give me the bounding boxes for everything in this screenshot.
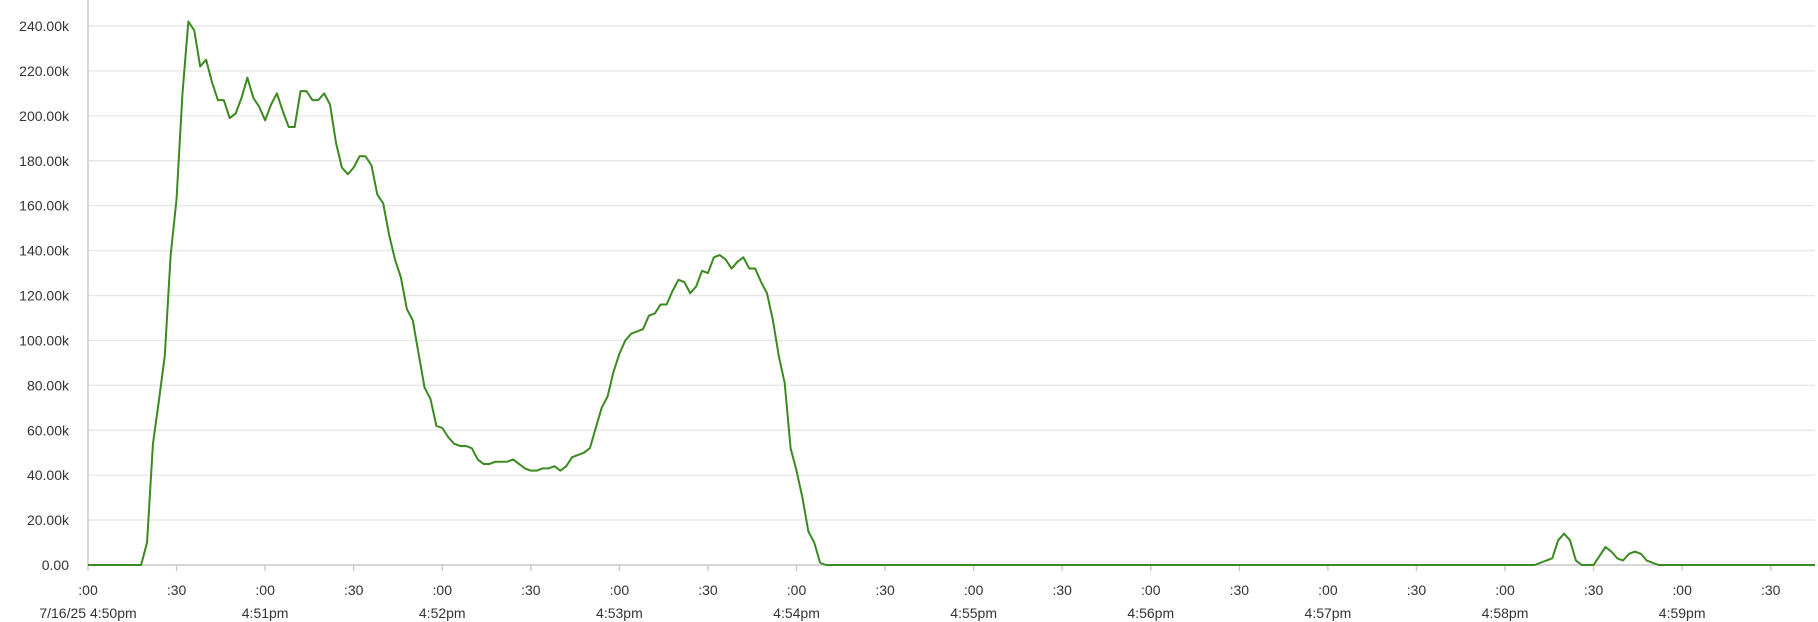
y-tick-label: 200.00k bbox=[19, 108, 70, 124]
x-tick-label: :00 bbox=[964, 582, 984, 598]
y-tick-label: 240.00k bbox=[19, 18, 70, 34]
x-tick-label: :30 bbox=[1230, 582, 1250, 598]
x-tick-label: :30 bbox=[167, 582, 187, 598]
series-line bbox=[88, 20, 1815, 566]
x-tick-date-label: 4:57pm bbox=[1305, 605, 1352, 621]
x-tick-date-label: 4:58pm bbox=[1482, 605, 1529, 621]
x-tick-label: :30 bbox=[344, 582, 364, 598]
y-tick-label: 0.00 bbox=[42, 557, 69, 573]
y-tick-label: 220.00k bbox=[19, 63, 70, 79]
x-tick-label: :30 bbox=[1407, 582, 1427, 598]
y-tick-label: 160.00k bbox=[19, 198, 70, 214]
x-tick-date-label: 4:55pm bbox=[950, 605, 997, 621]
y-tick-label: 180.00k bbox=[19, 153, 70, 169]
x-tick-label: :30 bbox=[1052, 582, 1072, 598]
y-tick-label: 140.00k bbox=[19, 243, 70, 259]
y-tick-label: 120.00k bbox=[19, 288, 70, 304]
x-tick-label: :30 bbox=[1584, 582, 1604, 598]
x-tick-label: :00 bbox=[1495, 582, 1515, 598]
x-tick-date-label: 4:51pm bbox=[242, 605, 289, 621]
x-tick-label: :30 bbox=[698, 582, 718, 598]
x-tick-label: :00 bbox=[1318, 582, 1338, 598]
x-axis: :00 7/16/25 4:50pm :30 :00 4:51pm :30 :00 4:52p… bbox=[39, 564, 1815, 621]
x-tick-date-label: 4:56pm bbox=[1127, 605, 1174, 621]
y-tick-label: 40.00k bbox=[27, 467, 70, 483]
series-layer bbox=[88, 20, 1815, 566]
y-tick-label: 60.00k bbox=[27, 422, 70, 438]
x-tick-date-label: 7/16/25 4:50pm bbox=[39, 605, 136, 621]
x-tick-label: :30 bbox=[521, 582, 541, 598]
gridlines bbox=[88, 25, 1815, 521]
x-tick-label: :00 bbox=[78, 582, 98, 598]
x-tick-label: :00 bbox=[255, 582, 275, 598]
x-tick-label: :00 bbox=[433, 582, 453, 598]
x-tick-date-label: 4:59pm bbox=[1659, 605, 1706, 621]
x-tick-label: :00 bbox=[787, 582, 807, 598]
y-tick-label: 100.00k bbox=[19, 332, 70, 348]
y-axis: 0.00 20.00k 40.00k 60.00k 80.00k 100.00k 120.0… bbox=[19, 0, 89, 573]
x-tick-label: :00 bbox=[1141, 582, 1161, 598]
x-tick-label: :00 bbox=[610, 582, 630, 598]
x-tick-date-label: 4:52pm bbox=[419, 605, 466, 621]
y-tick-label: 80.00k bbox=[27, 377, 70, 393]
x-tick-label: :30 bbox=[875, 582, 895, 598]
y-tick-label: 20.00k bbox=[27, 512, 70, 528]
x-tick-date-label: 4:53pm bbox=[596, 605, 643, 621]
x-tick-label: :30 bbox=[1761, 582, 1781, 598]
x-tick-date-label: 4:54pm bbox=[773, 605, 820, 621]
x-tick-label: :00 bbox=[1672, 582, 1692, 598]
